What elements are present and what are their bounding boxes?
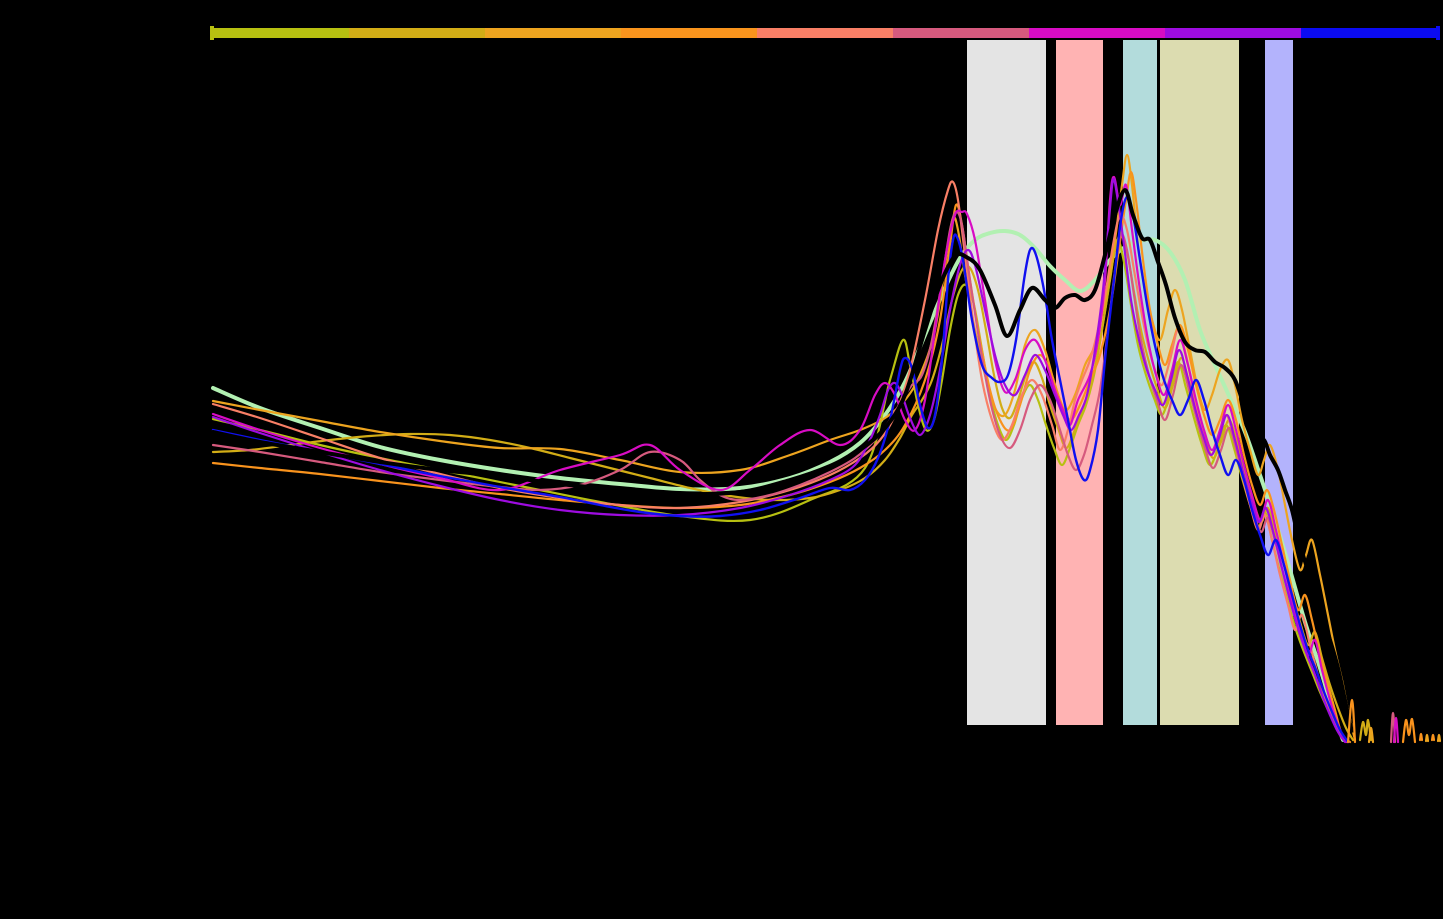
curve-salmon <box>211 180 1350 744</box>
colorbar-segment-6 <box>893 28 1030 38</box>
tail-dot-1 <box>1418 732 1424 742</box>
tail-dot-2 <box>1424 733 1430 743</box>
tail-spike-orange-b <box>1367 726 1375 744</box>
colorbar-segment-8 <box>1165 28 1302 38</box>
curves-layer <box>211 153 1366 744</box>
colorbar-segment-7 <box>1029 28 1166 38</box>
band-gray <box>967 40 1046 725</box>
tail-fragments-layer <box>1346 698 1442 744</box>
highlight-bands-layer <box>967 40 1293 725</box>
curve-blue <box>211 195 1350 744</box>
tail-spike-gold <box>1358 718 1373 742</box>
curve-magenta <box>211 175 1348 744</box>
colorbar-left-cap <box>210 26 214 40</box>
colorbar <box>210 26 1440 40</box>
curve-mean-black <box>211 188 1366 744</box>
tail-dot-4 <box>1436 733 1442 743</box>
tail-spike-magenta <box>1392 716 1400 744</box>
colorbar-segment-3 <box>485 28 622 38</box>
band-lavender <box>1265 40 1293 725</box>
colorbar-segment-9 <box>1301 28 1438 38</box>
colorbar-segment-1 <box>213 28 350 38</box>
colorbar-segment-5 <box>757 28 894 38</box>
curve-purple <box>211 177 1347 744</box>
tail-spike-orange-m <box>1401 717 1417 744</box>
curve-orange <box>211 170 1352 744</box>
tail-dot-3 <box>1430 733 1436 742</box>
colorbar-segment-4 <box>621 28 758 38</box>
colorbar-segment-2 <box>349 28 486 38</box>
colorbar-right-cap <box>1436 26 1440 40</box>
tail-spike-orange-a <box>1346 698 1357 744</box>
